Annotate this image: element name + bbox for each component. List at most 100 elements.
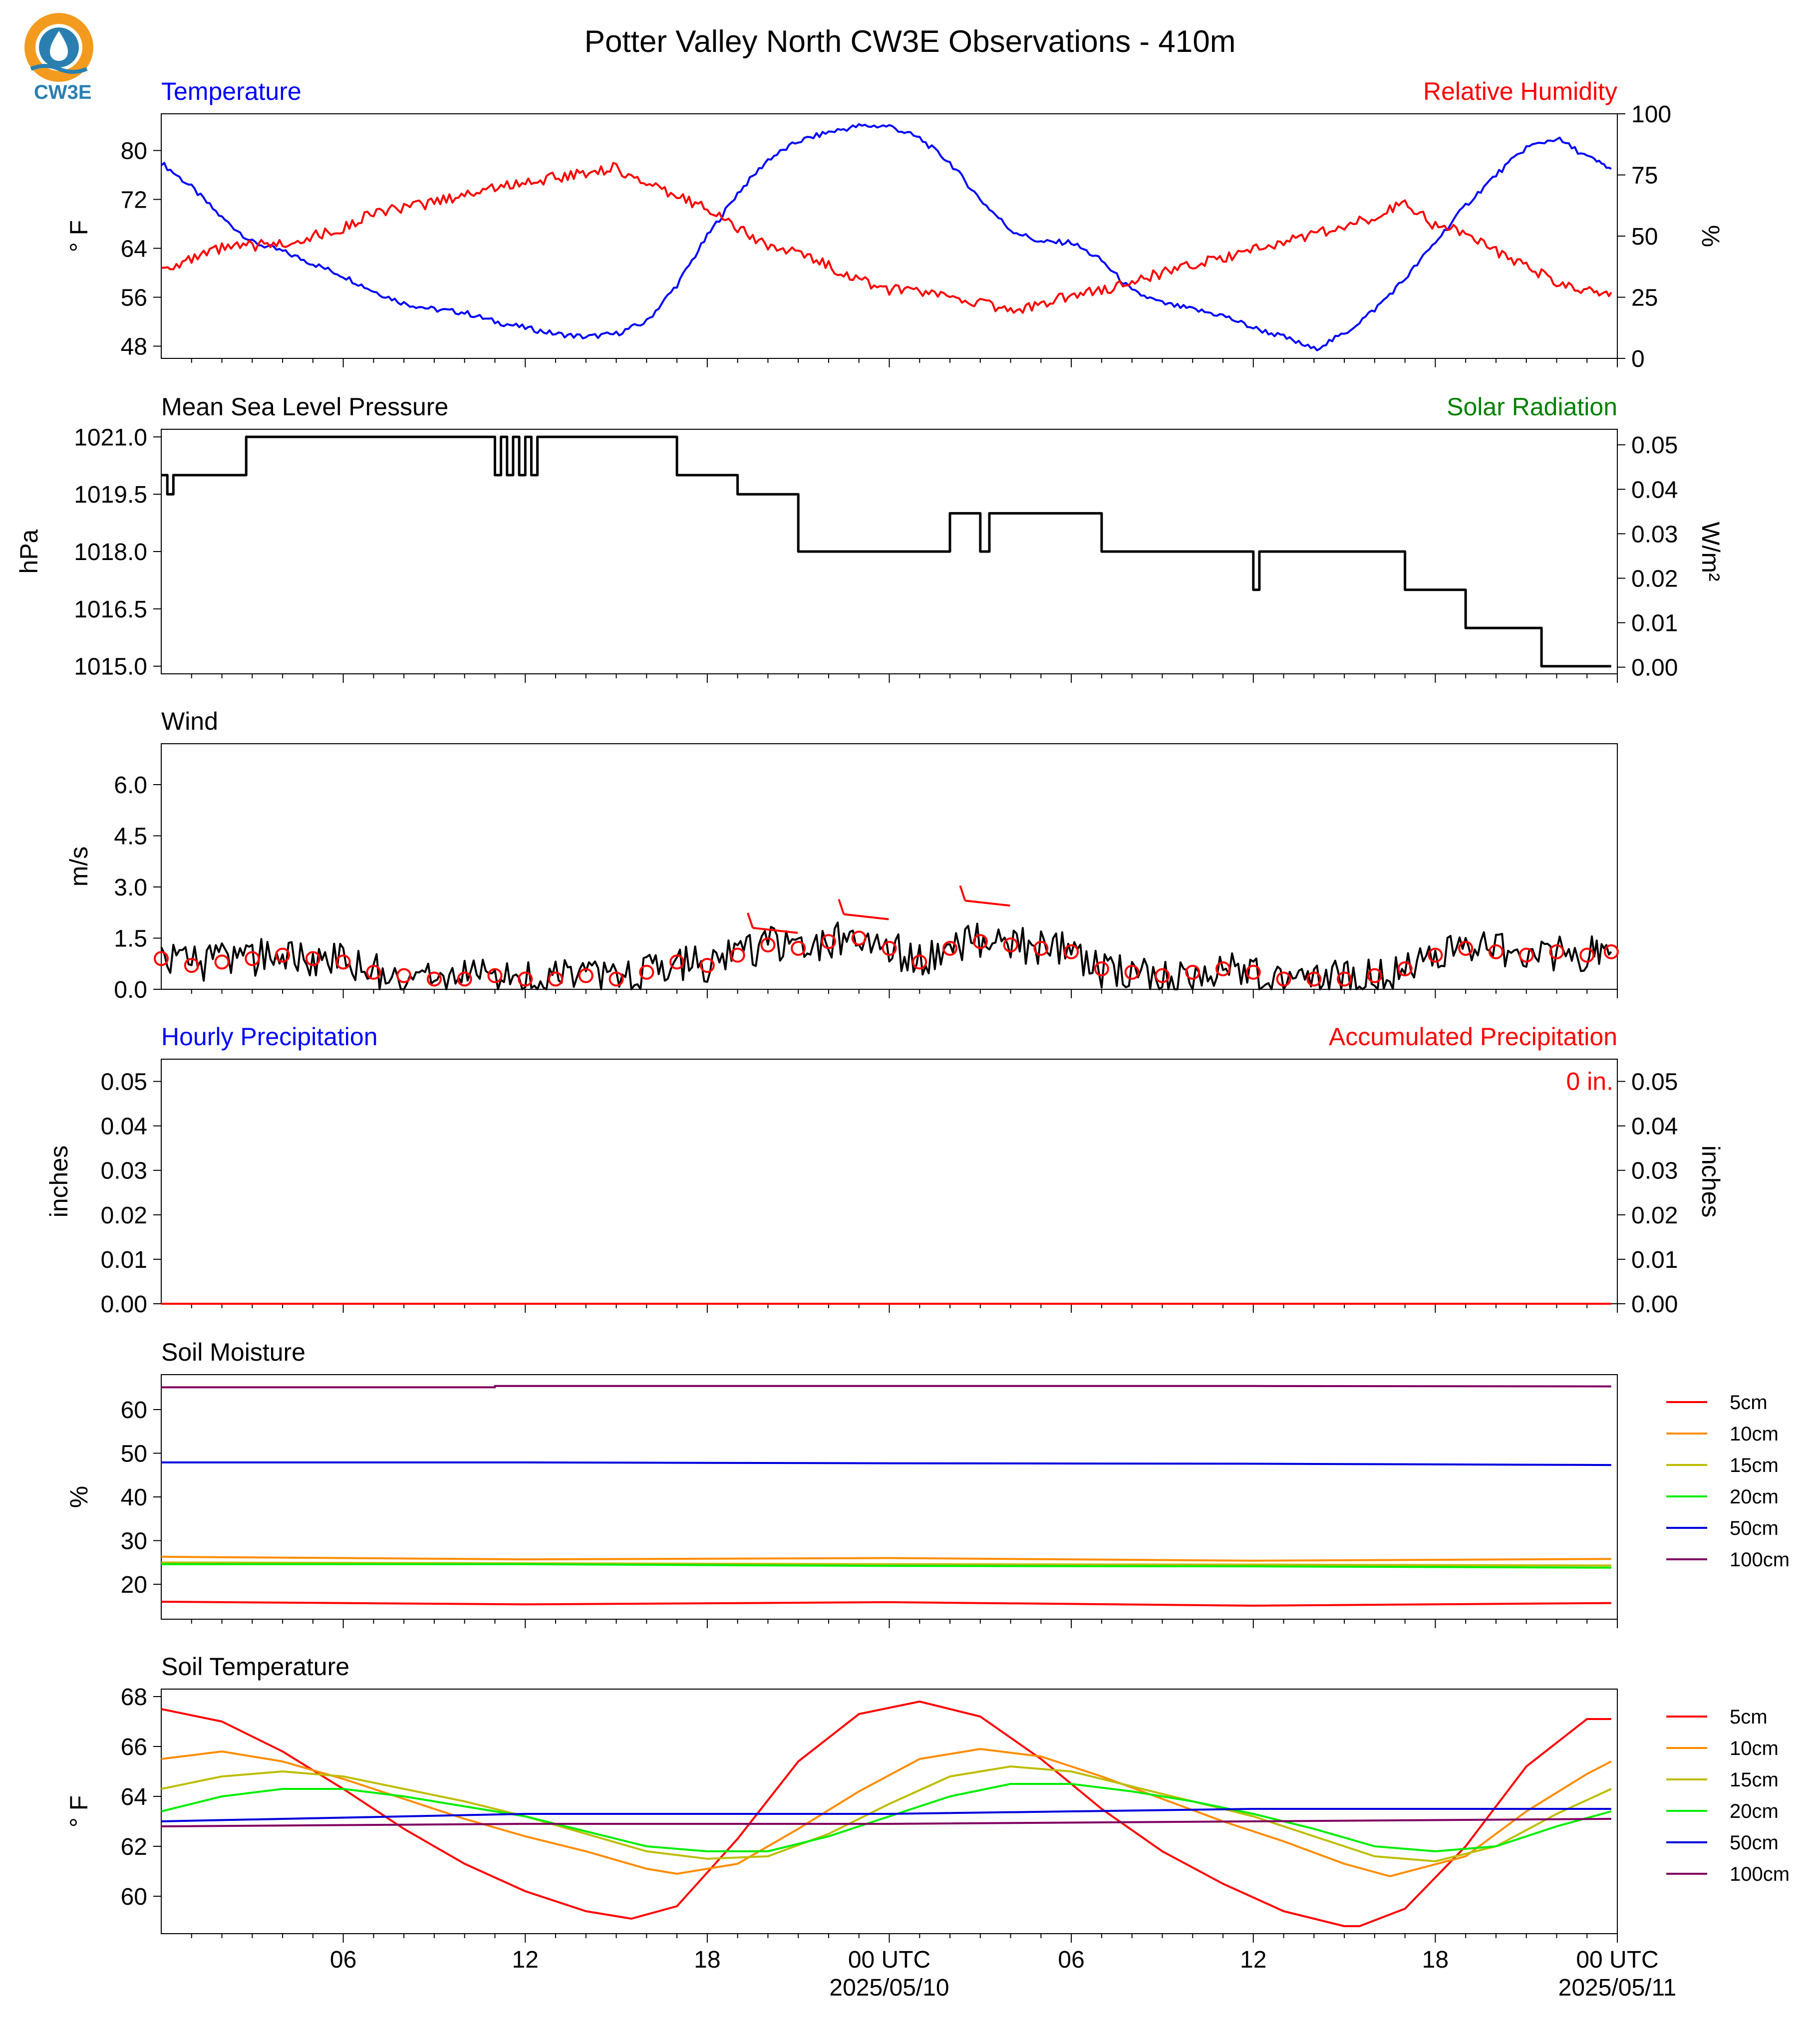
soil_temperature-legend-label: 20cm: [1730, 1800, 1779, 1822]
soil_moisture-legend-label: 100cm: [1730, 1549, 1790, 1571]
soil_temperature-title: Soil Temperature: [161, 1653, 349, 1681]
soil_moisture-y-tick-label: 50: [121, 1441, 147, 1467]
temp_rh-y-tick-label: 56: [121, 285, 147, 311]
wind-calm-marker: [730, 947, 745, 963]
soil_temperature-legend-label: 5cm: [1730, 1706, 1768, 1728]
precip-frame: [161, 1059, 1618, 1304]
soil_temperature-series-5cm: [161, 1701, 1611, 1927]
wind-calm-marker: [1245, 964, 1261, 980]
temp_rh-y-tick-label-right: 25: [1631, 285, 1658, 311]
wind-calm-marker: [457, 971, 472, 987]
wind-calm-marker: [791, 941, 806, 956]
wind-calm-marker: [1603, 944, 1619, 959]
soil_moisture-legend-label: 10cm: [1730, 1423, 1779, 1445]
temp_rh-y-tick-label: 72: [121, 187, 147, 214]
precip-y-tick-label-right: 0.02: [1631, 1202, 1678, 1229]
temp_rh-series-temperature: [160, 123, 1612, 351]
soil_moisture-series-15cm: [161, 1561, 1611, 1567]
wind-calm-marker: [1428, 947, 1443, 963]
wind-frame: [161, 743, 1618, 990]
precip-y-tick-label-right: 0.04: [1631, 1114, 1678, 1140]
temp_rh-y-tick-label-right: 0: [1631, 346, 1645, 372]
soil_temperature-series-20cm: [161, 1783, 1612, 1852]
soil_moisture-legend-label: 5cm: [1730, 1392, 1768, 1414]
wind-y-tick-label: 1.5: [114, 926, 147, 952]
soil_moisture-y-tick-label: 40: [121, 1484, 147, 1511]
soil_temperature-panel: Soil Temperature 60 62 64 66 68 ° F 5cm 10cm 15cm…: [65, 1653, 1790, 1943]
temp_rh-y-tick-label-right: 75: [1631, 163, 1658, 189]
soil_moisture-y-tick-label: 60: [121, 1397, 147, 1424]
wind-y-tick-label: 0.0: [114, 977, 147, 1003]
temp_rh-panel: Temperature Relative Humidity 48 56 64 72 80 ° …: [65, 77, 1725, 372]
soil_moisture-legend-label: 20cm: [1730, 1486, 1779, 1508]
time-tick-label: 18: [1422, 1947, 1449, 1973]
wind-calm-marker: [396, 968, 412, 983]
wind-calm-marker: [821, 934, 836, 949]
wind-calm-marker: [1458, 941, 1474, 956]
accumulated-precip-annotation: 0 in.: [1566, 1068, 1613, 1096]
wind-barb: [838, 899, 889, 920]
temp_rh-y-tick-label: 48: [121, 334, 147, 360]
logo-text: CW3E: [34, 81, 92, 103]
soil_temperature-ylabel: ° F: [65, 1795, 93, 1827]
temp_rh-y-tick-label: 80: [121, 138, 147, 165]
wind-calm-marker: [518, 971, 533, 987]
wind-panel: Wind 0.0 1.5 3.0 4.5 6.0 m/s: [65, 707, 1619, 1003]
logo-wave-icon: [30, 64, 88, 74]
wind-calm-marker: [1579, 947, 1595, 963]
mslp-y-tick-label-right: 0.05: [1631, 432, 1678, 459]
wind-calm-marker: [578, 968, 594, 983]
logo-ring: [24, 13, 93, 82]
soil_moisture-frame: [161, 1374, 1618, 1620]
soil_moisture-series-20cm: [161, 1563, 1611, 1569]
mslp-y-tick-label-right: 0.03: [1631, 521, 1678, 548]
temp_rh-frame: [161, 113, 1618, 359]
wind-calm-marker: [608, 971, 624, 987]
precip-y-tick-label: 0.03: [101, 1158, 147, 1184]
precip-panel: Hourly Precipitation Accumulated Precipit…: [45, 1023, 1725, 1318]
temp_rh-y-tick-label-right: 50: [1631, 224, 1658, 250]
wind-title: Wind: [161, 707, 218, 735]
wind-calm-marker: [1276, 971, 1291, 987]
wind-calm-marker: [1185, 964, 1201, 980]
wind-calm-marker: [942, 941, 958, 956]
soil_temperature-y-tick-label: 68: [121, 1684, 147, 1711]
precip-y-tick-label: 0.05: [101, 1069, 147, 1096]
temp_rh-y-tick-label-right: 100: [1631, 101, 1671, 128]
mslp-y-tick-label: 1015.0: [74, 654, 147, 680]
wind-calm-marker: [305, 951, 320, 966]
wind-ylabel: m/s: [65, 847, 93, 887]
mslp-ylabel: hPa: [15, 529, 43, 574]
soil_moisture-y-tick-label: 30: [121, 1528, 147, 1555]
soil_moisture-panel: Soil Moisture 20 30 40 50 60% 5cm 10cm 15cm 20cm 5…: [65, 1338, 1790, 1628]
wind-calm-marker: [1003, 937, 1018, 953]
precip-ylabel-right: inches: [1697, 1146, 1725, 1218]
precip-y-tick-label: 0.00: [101, 1291, 147, 1318]
mslp-y-tick-label-right: 0.04: [1631, 477, 1678, 503]
wind-calm-marker: [882, 941, 897, 956]
soil_temperature-legend-label: 100cm: [1730, 1863, 1790, 1885]
wind-calm-marker: [699, 958, 715, 973]
precip-y-tick-label: 0.01: [101, 1247, 147, 1273]
precip-title: Hourly Precipitation: [161, 1023, 378, 1051]
precip-y-tick-label-right: 0.03: [1631, 1158, 1678, 1184]
time-tick-label: 18: [694, 1947, 720, 1973]
wind-barb: [959, 885, 1010, 907]
mslp-y-tick-label: 1016.5: [74, 596, 147, 623]
wind-calm-marker: [1488, 944, 1504, 959]
wind-barb: [747, 912, 798, 934]
soil_moisture-legend-label: 50cm: [1730, 1517, 1779, 1539]
wind-calm-marker: [245, 951, 260, 966]
panels: Temperature Relative Humidity 48 56 64 72 80 ° …: [15, 77, 1790, 1943]
wind-calm-marker: [1337, 971, 1352, 987]
wind-calm-marker: [366, 964, 381, 980]
wind-calm-marker: [1064, 944, 1079, 959]
soil_temperature-legend-label: 15cm: [1730, 1769, 1779, 1791]
wind-calm-marker: [1033, 941, 1049, 956]
time-tick-label: 06: [1058, 1947, 1084, 1973]
temp_rh-series-relative-humidity: [161, 162, 1612, 314]
cw3e-logo: CW3E: [24, 13, 93, 103]
wind-calm-marker: [335, 954, 351, 970]
